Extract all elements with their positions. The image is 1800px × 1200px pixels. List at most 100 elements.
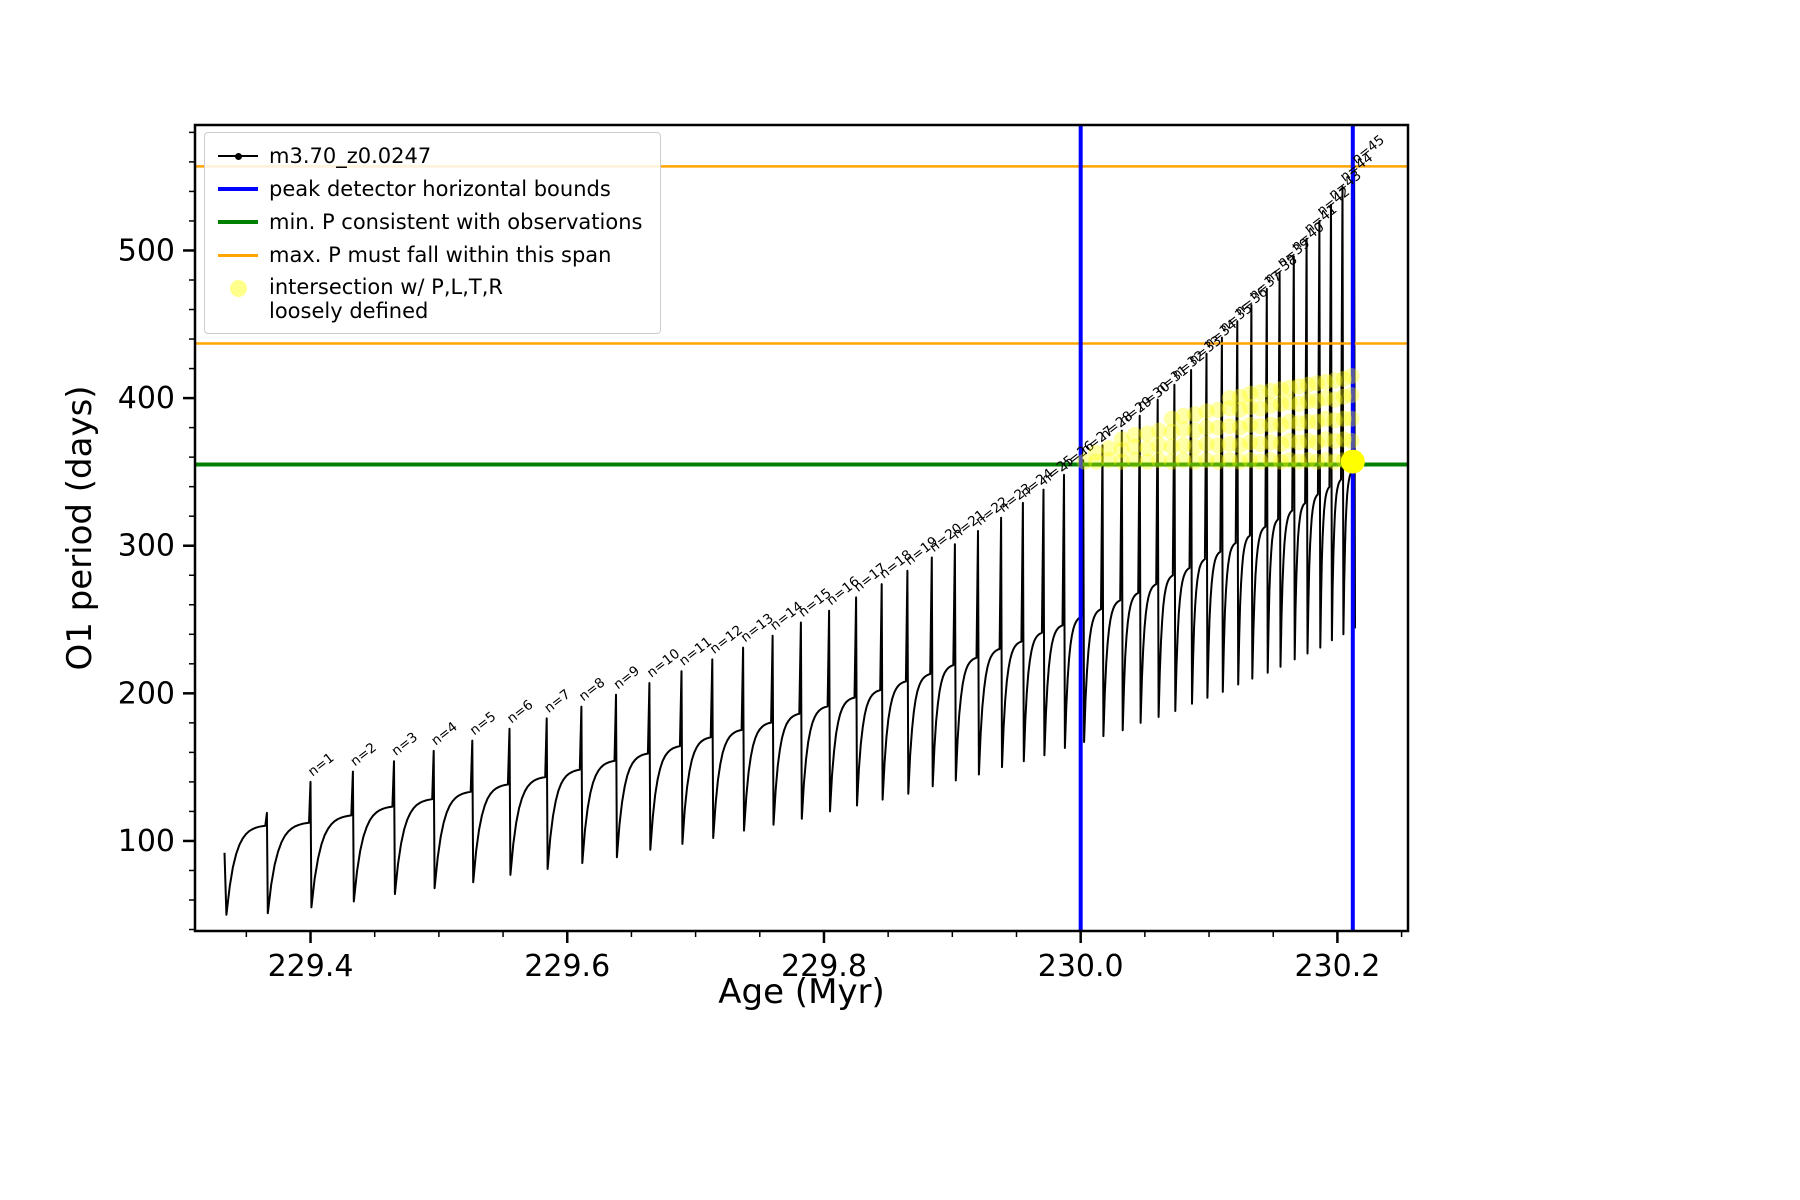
intersection-point bbox=[1151, 452, 1167, 469]
intersection-point bbox=[1281, 413, 1298, 430]
green-line-marker bbox=[215, 209, 261, 235]
intersection-point bbox=[1210, 437, 1226, 454]
intersection-point bbox=[1317, 390, 1334, 407]
intersection-point bbox=[1126, 438, 1143, 455]
intersection-point bbox=[1326, 412, 1343, 429]
y-tick-label: 400 bbox=[118, 381, 175, 416]
intersection-point bbox=[1242, 416, 1259, 433]
peak-label: n=6 bbox=[504, 697, 536, 727]
intersection-point bbox=[1242, 434, 1259, 451]
x-tick-label: 230.2 bbox=[1294, 949, 1380, 984]
intersection-point bbox=[1335, 388, 1352, 405]
intersection-point bbox=[1272, 381, 1289, 398]
y-tick-label: 300 bbox=[118, 529, 175, 564]
intersection-point bbox=[1317, 431, 1334, 448]
intersection-point bbox=[1343, 368, 1360, 384]
intersection-point bbox=[1290, 453, 1307, 470]
intersection-point bbox=[1231, 388, 1248, 405]
intersection-point bbox=[1210, 453, 1226, 470]
intersection-point bbox=[1326, 453, 1343, 470]
series-line-dot-marker bbox=[215, 143, 261, 169]
intersection-point bbox=[1272, 435, 1289, 452]
intersection-point bbox=[1281, 379, 1298, 396]
legend-entry-series: m3.70_z0.0247 bbox=[215, 143, 642, 169]
x-tick-label: 229.4 bbox=[268, 949, 354, 984]
intersection-point bbox=[1290, 378, 1307, 395]
intersection-point bbox=[1198, 419, 1215, 436]
yellow-dot-marker bbox=[215, 275, 261, 301]
intersection-point bbox=[1221, 400, 1238, 417]
legend-label: max. P must fall within this span bbox=[269, 242, 612, 267]
intersection-point bbox=[1326, 372, 1343, 389]
intersection-point bbox=[1335, 370, 1352, 387]
intersection-point bbox=[1242, 385, 1259, 402]
intersection-point bbox=[1343, 387, 1360, 404]
intersection-point bbox=[1231, 419, 1248, 436]
x-tick-label: 230.0 bbox=[1038, 949, 1124, 984]
intersection-point bbox=[1272, 416, 1289, 433]
intersection-point bbox=[1290, 415, 1307, 432]
intersection-point bbox=[1126, 452, 1143, 469]
intersection-point bbox=[1335, 410, 1352, 427]
intersection-point bbox=[1163, 453, 1180, 470]
intersection-point bbox=[1343, 432, 1360, 449]
intersection-point bbox=[1151, 422, 1167, 439]
intersection-point bbox=[1281, 432, 1298, 449]
peak-label: n=5 bbox=[467, 709, 499, 739]
y-tick-label: 500 bbox=[118, 233, 175, 268]
intersection-point bbox=[1317, 410, 1334, 427]
intersection-point bbox=[1175, 452, 1192, 469]
intersection-point bbox=[1326, 432, 1343, 449]
intersection-point bbox=[1113, 453, 1130, 470]
intersection-point bbox=[1186, 438, 1203, 455]
intersection-point bbox=[1262, 382, 1279, 399]
intersection-point bbox=[1186, 406, 1203, 423]
intersection-point bbox=[1163, 438, 1180, 455]
intersection-point bbox=[1139, 425, 1156, 442]
legend-label: min. P consistent with observations bbox=[269, 209, 643, 234]
intersection-point bbox=[1272, 453, 1289, 470]
legend-entry-intersection: intersection w/ P,L,T,R loosely defined bbox=[215, 275, 642, 323]
y-axis-label: O1 period (days) bbox=[60, 385, 100, 671]
intersection-point bbox=[1139, 453, 1156, 470]
intersection-point bbox=[1088, 444, 1105, 461]
intersection-point bbox=[1326, 391, 1343, 408]
intersection-point bbox=[1175, 421, 1192, 438]
legend-entry-max-p: max. P must fall within this span bbox=[215, 242, 642, 268]
peak-label: n=2 bbox=[348, 740, 380, 770]
axes-spines bbox=[193, 123, 1410, 933]
intersection-point bbox=[1186, 422, 1203, 439]
intersection-scatter bbox=[1076, 368, 1360, 470]
intersection-point bbox=[1113, 431, 1130, 448]
peak-label: n=13 bbox=[738, 610, 777, 645]
intersection-point bbox=[1290, 396, 1307, 412]
intersection-point bbox=[1308, 393, 1325, 409]
intersection-point bbox=[1262, 452, 1279, 469]
legend-label: peak detector horizontal bounds bbox=[269, 176, 611, 201]
peak-label: n=7 bbox=[541, 686, 573, 716]
intersection-point bbox=[1100, 440, 1117, 457]
legend-entry-min-p: min. P consistent with observations bbox=[215, 209, 642, 235]
intersection-point bbox=[1299, 413, 1316, 430]
intersection-point bbox=[1221, 390, 1238, 407]
intersection-point bbox=[1317, 373, 1334, 390]
x-tick-label: 229.8 bbox=[781, 949, 867, 984]
intersection-point bbox=[1335, 431, 1352, 448]
intersection-big-point bbox=[1340, 449, 1365, 474]
intersection-point bbox=[1231, 401, 1248, 418]
legend-entry-peak-bounds: peak detector horizontal bounds bbox=[215, 176, 642, 202]
intersection-point bbox=[1252, 384, 1269, 401]
intersection-point bbox=[1210, 401, 1226, 418]
intersection-point bbox=[1272, 396, 1289, 412]
intersection-point bbox=[1290, 434, 1307, 451]
intersection-point bbox=[1100, 452, 1117, 469]
intersection-point bbox=[1262, 416, 1279, 433]
intersection-point bbox=[1262, 434, 1279, 451]
intersection-point bbox=[1221, 435, 1238, 452]
intersection-point bbox=[1242, 399, 1259, 415]
series-path bbox=[223, 168, 1356, 916]
intersection-point bbox=[1231, 437, 1248, 454]
intersection-point bbox=[1163, 410, 1180, 427]
